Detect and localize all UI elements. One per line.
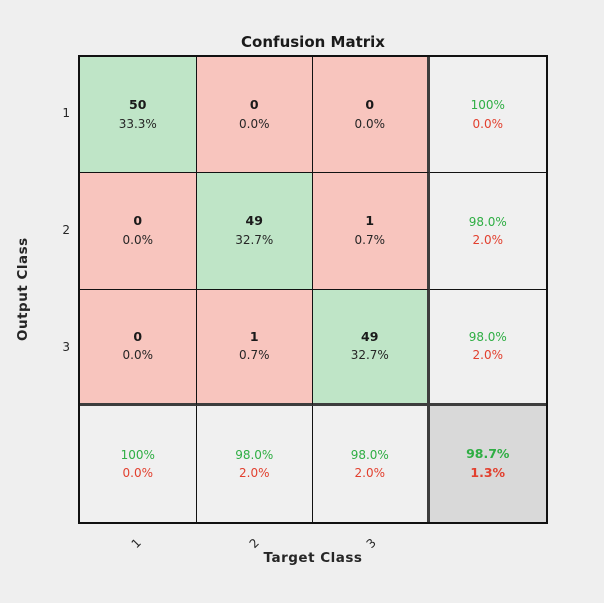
col-summary-cell-c3: 98.0% 2.0% <box>313 405 430 522</box>
cell-percent: 0.0% <box>354 116 386 131</box>
cell-percent: 0.7% <box>239 348 270 363</box>
cell-percent: 32.7% <box>235 233 274 248</box>
y-tick-label-3: 3 <box>62 340 70 354</box>
matrix-cell-r3c2: 1 0.7% <box>196 289 313 406</box>
cell-percent: 32.7% <box>350 348 389 363</box>
col-summary-cell-c2: 98.0% 2.0% <box>196 405 313 522</box>
cell-positive-percent: 98.0% <box>468 214 507 229</box>
y-axis-label: Output Class <box>15 237 31 342</box>
row-summary-cell-r3: 98.0% 2.0% <box>429 289 546 406</box>
matrix-cell-r1c2: 0 0.0% <box>196 57 313 174</box>
cell-count: 0 <box>133 328 143 344</box>
cell-positive-percent: 100% <box>120 447 155 462</box>
cell-percent: 0.0% <box>122 348 154 363</box>
cell-negative-percent: 0.0% <box>472 116 504 131</box>
x-axis-label: Target Class <box>263 550 363 566</box>
matrix-cell-r3c1: 0 0.0% <box>80 289 197 406</box>
matrix-cell-r3c3: 49 32.7% <box>313 289 430 406</box>
cell-negative-percent: 2.0% <box>472 232 504 247</box>
matrix-cell-r2c1: 0 0.0% <box>80 173 197 290</box>
matrix-cell-r1c1: 50 33.3% <box>80 57 197 174</box>
chart-title: Confusion Matrix <box>241 33 385 51</box>
cell-percent: 33.3% <box>118 116 157 131</box>
cell-count: 1 <box>365 213 375 229</box>
row-summary-cell-r2: 98.0% 2.0% <box>429 173 546 290</box>
cell-count: 0 <box>249 97 259 113</box>
confusion-matrix-grid: 50 33.3% 0 0.0% 0 0.0% 100% 0.0% 0 0.0% … <box>78 55 548 524</box>
cell-positive-percent: 98.0% <box>235 447 274 462</box>
y-tick-label-2: 2 <box>62 223 70 237</box>
cell-negative-percent: 0.0% <box>122 465 154 480</box>
overall-accuracy-cell: 98.7% 1.3% <box>429 405 546 522</box>
cell-percent: 0.0% <box>239 116 270 131</box>
cell-count: 50 <box>129 97 147 113</box>
cell-count: 49 <box>245 213 263 229</box>
matrix-cell-r2c2: 49 32.7% <box>196 173 313 290</box>
matrix-cell-r1c3: 0 0.0% <box>313 57 430 174</box>
overall-accuracy-percent: 98.7% <box>466 446 510 461</box>
cell-count: 1 <box>249 328 259 344</box>
col-summary-cell-c1: 100% 0.0% <box>80 405 197 522</box>
cell-percent: 0.7% <box>354 233 386 248</box>
cell-negative-percent: 2.0% <box>239 465 270 480</box>
cell-count: 49 <box>361 328 379 344</box>
cell-negative-percent: 2.0% <box>354 465 386 480</box>
row-summary-cell-r1: 100% 0.0% <box>429 57 546 174</box>
cell-negative-percent: 2.0% <box>472 348 504 363</box>
overall-error-percent: 1.3% <box>470 464 506 480</box>
cell-positive-percent: 98.0% <box>350 447 389 462</box>
cell-positive-percent: 98.0% <box>468 329 507 344</box>
cell-percent: 0.0% <box>122 233 154 248</box>
cell-count: 0 <box>133 213 143 229</box>
cell-positive-percent: 100% <box>470 98 505 113</box>
cell-count: 0 <box>365 97 375 113</box>
y-tick-label-1: 1 <box>62 106 70 120</box>
matrix-cell-r2c3: 1 0.7% <box>313 173 430 290</box>
